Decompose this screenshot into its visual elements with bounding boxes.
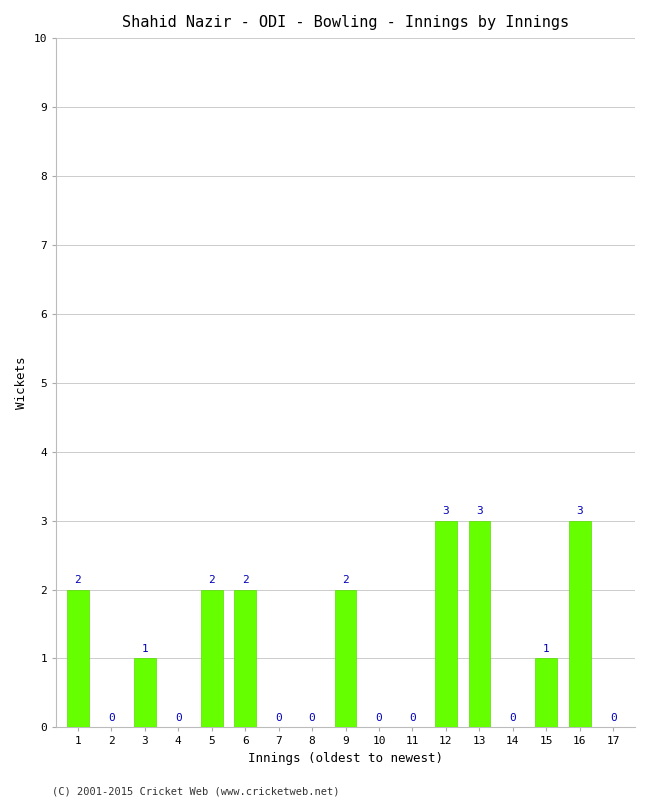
Text: 1: 1 xyxy=(142,644,148,654)
Bar xyxy=(67,590,88,727)
Title: Shahid Nazir - ODI - Bowling - Innings by Innings: Shahid Nazir - ODI - Bowling - Innings b… xyxy=(122,15,569,30)
Bar xyxy=(536,658,557,727)
Text: 1: 1 xyxy=(543,644,550,654)
Bar xyxy=(234,590,256,727)
Text: 0: 0 xyxy=(409,714,416,723)
Bar xyxy=(569,521,591,727)
Text: 0: 0 xyxy=(108,714,114,723)
X-axis label: Innings (oldest to newest): Innings (oldest to newest) xyxy=(248,752,443,765)
Text: (C) 2001-2015 Cricket Web (www.cricketweb.net): (C) 2001-2015 Cricket Web (www.cricketwe… xyxy=(52,786,339,796)
Text: 3: 3 xyxy=(577,506,583,517)
Bar xyxy=(435,521,457,727)
Text: 2: 2 xyxy=(342,575,349,586)
Text: 2: 2 xyxy=(75,575,81,586)
Text: 0: 0 xyxy=(175,714,181,723)
Bar xyxy=(469,521,490,727)
Bar xyxy=(201,590,222,727)
Text: 3: 3 xyxy=(476,506,483,517)
Y-axis label: Wickets: Wickets xyxy=(15,357,28,409)
Text: 2: 2 xyxy=(208,575,215,586)
Bar xyxy=(134,658,155,727)
Text: 3: 3 xyxy=(443,506,449,517)
Text: 0: 0 xyxy=(510,714,516,723)
Text: 0: 0 xyxy=(275,714,282,723)
Text: 0: 0 xyxy=(610,714,617,723)
Bar xyxy=(335,590,356,727)
Text: 0: 0 xyxy=(376,714,382,723)
Text: 0: 0 xyxy=(309,714,315,723)
Text: 2: 2 xyxy=(242,575,248,586)
